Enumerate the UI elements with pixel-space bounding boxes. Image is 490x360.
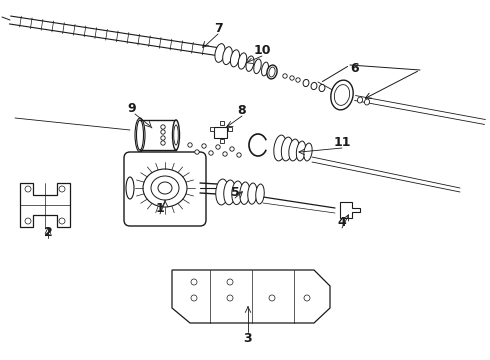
FancyBboxPatch shape	[124, 152, 206, 226]
Bar	[220, 121, 224, 125]
Ellipse shape	[281, 137, 293, 161]
Ellipse shape	[331, 80, 353, 110]
Ellipse shape	[319, 85, 325, 91]
Ellipse shape	[222, 47, 232, 64]
Circle shape	[195, 150, 199, 154]
Text: 10: 10	[253, 44, 271, 57]
Circle shape	[209, 151, 213, 155]
Text: 8: 8	[238, 104, 246, 117]
Ellipse shape	[246, 56, 254, 71]
Ellipse shape	[365, 99, 369, 105]
Ellipse shape	[224, 180, 236, 205]
Ellipse shape	[126, 177, 134, 199]
Ellipse shape	[238, 53, 247, 69]
Text: 7: 7	[214, 22, 222, 35]
Circle shape	[161, 141, 165, 145]
Circle shape	[304, 295, 310, 301]
Ellipse shape	[172, 120, 179, 150]
Ellipse shape	[135, 118, 145, 152]
Circle shape	[161, 125, 165, 129]
Text: 6: 6	[351, 62, 359, 75]
Circle shape	[269, 295, 275, 301]
Circle shape	[191, 295, 197, 301]
Ellipse shape	[358, 97, 363, 103]
Circle shape	[223, 152, 227, 156]
Text: 5: 5	[231, 185, 240, 198]
Circle shape	[237, 153, 241, 157]
Ellipse shape	[269, 67, 275, 77]
Text: 2: 2	[44, 225, 52, 239]
Circle shape	[161, 130, 165, 134]
Text: 11: 11	[333, 135, 351, 149]
Ellipse shape	[254, 59, 261, 74]
Polygon shape	[172, 270, 330, 323]
Ellipse shape	[274, 135, 286, 161]
Circle shape	[191, 279, 197, 285]
Ellipse shape	[289, 139, 299, 161]
Circle shape	[227, 279, 233, 285]
Circle shape	[283, 74, 287, 78]
Text: 9: 9	[128, 102, 136, 114]
Ellipse shape	[216, 179, 228, 205]
Circle shape	[188, 143, 192, 147]
Circle shape	[296, 78, 300, 82]
Text: 1: 1	[156, 202, 164, 215]
Circle shape	[227, 295, 233, 301]
Polygon shape	[20, 183, 70, 227]
Ellipse shape	[248, 183, 257, 204]
Ellipse shape	[151, 176, 179, 200]
Ellipse shape	[240, 182, 250, 204]
Ellipse shape	[174, 125, 178, 145]
Circle shape	[59, 186, 65, 192]
Ellipse shape	[158, 182, 172, 194]
Bar	[210, 127, 214, 131]
Ellipse shape	[230, 50, 240, 67]
Ellipse shape	[256, 184, 264, 204]
Ellipse shape	[304, 143, 312, 161]
Ellipse shape	[311, 82, 317, 90]
Circle shape	[25, 186, 31, 192]
Circle shape	[161, 136, 165, 140]
Ellipse shape	[262, 62, 269, 76]
Ellipse shape	[215, 44, 225, 62]
Polygon shape	[340, 202, 360, 218]
Ellipse shape	[137, 120, 144, 150]
Circle shape	[230, 147, 234, 151]
Bar	[228, 127, 232, 131]
Ellipse shape	[303, 80, 309, 86]
Text: 4: 4	[338, 216, 346, 229]
Circle shape	[202, 144, 206, 148]
Bar	[214, 126, 226, 138]
Ellipse shape	[267, 65, 277, 79]
Ellipse shape	[232, 181, 243, 204]
Text: 3: 3	[244, 332, 252, 345]
Circle shape	[290, 76, 294, 80]
Bar	[220, 139, 224, 143]
Circle shape	[216, 145, 220, 149]
Circle shape	[25, 218, 31, 224]
Ellipse shape	[296, 141, 306, 161]
Ellipse shape	[334, 85, 350, 105]
Circle shape	[59, 218, 65, 224]
